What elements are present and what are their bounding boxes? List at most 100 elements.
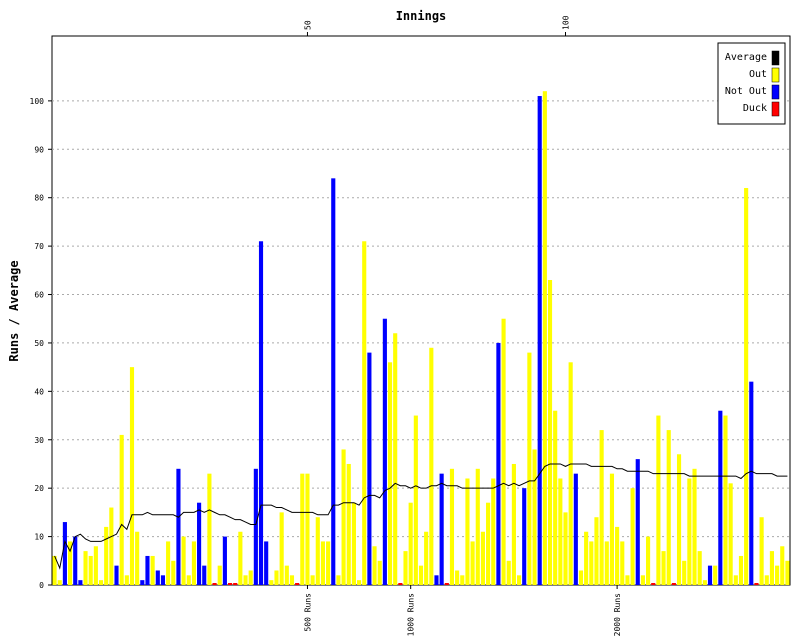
bar (88, 555, 93, 585)
bar (568, 362, 573, 585)
bar (609, 473, 615, 585)
bar (160, 575, 166, 585)
bar (140, 580, 145, 585)
bar (424, 531, 429, 585)
bar (682, 560, 687, 585)
bar (480, 531, 485, 585)
bar (67, 541, 73, 585)
bar (661, 551, 666, 585)
bar (702, 580, 707, 585)
bar (351, 502, 356, 585)
y-tick-label: 50 (34, 339, 44, 348)
bar (553, 410, 558, 585)
bar (109, 507, 114, 585)
bar (346, 463, 351, 585)
bar (222, 536, 227, 585)
bar (289, 575, 295, 585)
bar (692, 468, 697, 585)
legend-swatch (771, 84, 780, 100)
bar (408, 502, 413, 585)
bar (460, 575, 465, 585)
bar (615, 526, 620, 585)
bar (124, 575, 129, 585)
bar (166, 541, 171, 585)
bar (780, 546, 785, 585)
bar (238, 531, 243, 585)
bar (212, 583, 217, 585)
bar (475, 468, 480, 585)
bar (83, 551, 88, 585)
bar (511, 463, 516, 585)
bar (217, 565, 222, 585)
bar (233, 583, 238, 585)
bar (320, 541, 326, 585)
bar (253, 468, 258, 585)
legend-label: Not Out (725, 86, 767, 97)
bar (707, 565, 713, 585)
legend-swatch (771, 50, 780, 66)
average-line (54, 463, 788, 570)
y-tick-label: 90 (34, 145, 44, 154)
bar (563, 512, 568, 585)
bar (387, 362, 393, 585)
bar (78, 580, 83, 585)
bar (403, 551, 408, 585)
bar (176, 468, 181, 585)
y-tick-label: 0 (39, 581, 44, 590)
bar (377, 560, 382, 585)
y-tick-label: 40 (34, 387, 44, 396)
bar (114, 565, 119, 585)
bar (666, 430, 671, 585)
bar (73, 536, 78, 585)
bar (584, 531, 589, 585)
x2-tick-label: 2000 Runs (613, 593, 622, 637)
y-tick-label: 100 (30, 97, 45, 106)
bar (537, 96, 542, 586)
bar (651, 583, 656, 585)
bar (620, 541, 625, 585)
bar (547, 280, 553, 585)
bar (202, 565, 207, 585)
bar (171, 560, 176, 585)
bar (470, 541, 475, 585)
bar (269, 580, 274, 585)
bar (310, 575, 315, 585)
bar (589, 541, 594, 585)
bar (150, 555, 155, 585)
bar (775, 565, 780, 585)
bar (769, 551, 775, 585)
bar (93, 546, 98, 585)
bar (52, 555, 57, 585)
bar (578, 570, 584, 585)
bar (733, 575, 738, 585)
bar (599, 430, 604, 585)
bar (181, 536, 186, 585)
bar (62, 522, 67, 585)
x2-tick-label: 500 Runs (303, 593, 312, 632)
bar (594, 517, 599, 585)
bar (455, 570, 460, 585)
bar (284, 565, 289, 585)
bar (119, 434, 124, 585)
bar (687, 478, 692, 585)
bar (465, 478, 470, 585)
bar (738, 555, 744, 585)
bar (295, 583, 300, 585)
bar (718, 410, 723, 585)
bar (754, 583, 759, 585)
bar (326, 541, 331, 585)
bar (98, 580, 104, 585)
bar (713, 565, 718, 585)
x-tick-label: 50 (303, 20, 312, 30)
bar (382, 318, 387, 585)
bar (341, 449, 346, 585)
bar (449, 468, 455, 585)
bar (274, 570, 279, 585)
bar (496, 342, 501, 585)
legend: Average Out Not Out Duck (717, 42, 786, 125)
bar (604, 541, 609, 585)
bar (186, 575, 191, 585)
bar (357, 580, 362, 585)
bar (372, 546, 377, 585)
x-axis-title: Innings (396, 9, 447, 23)
